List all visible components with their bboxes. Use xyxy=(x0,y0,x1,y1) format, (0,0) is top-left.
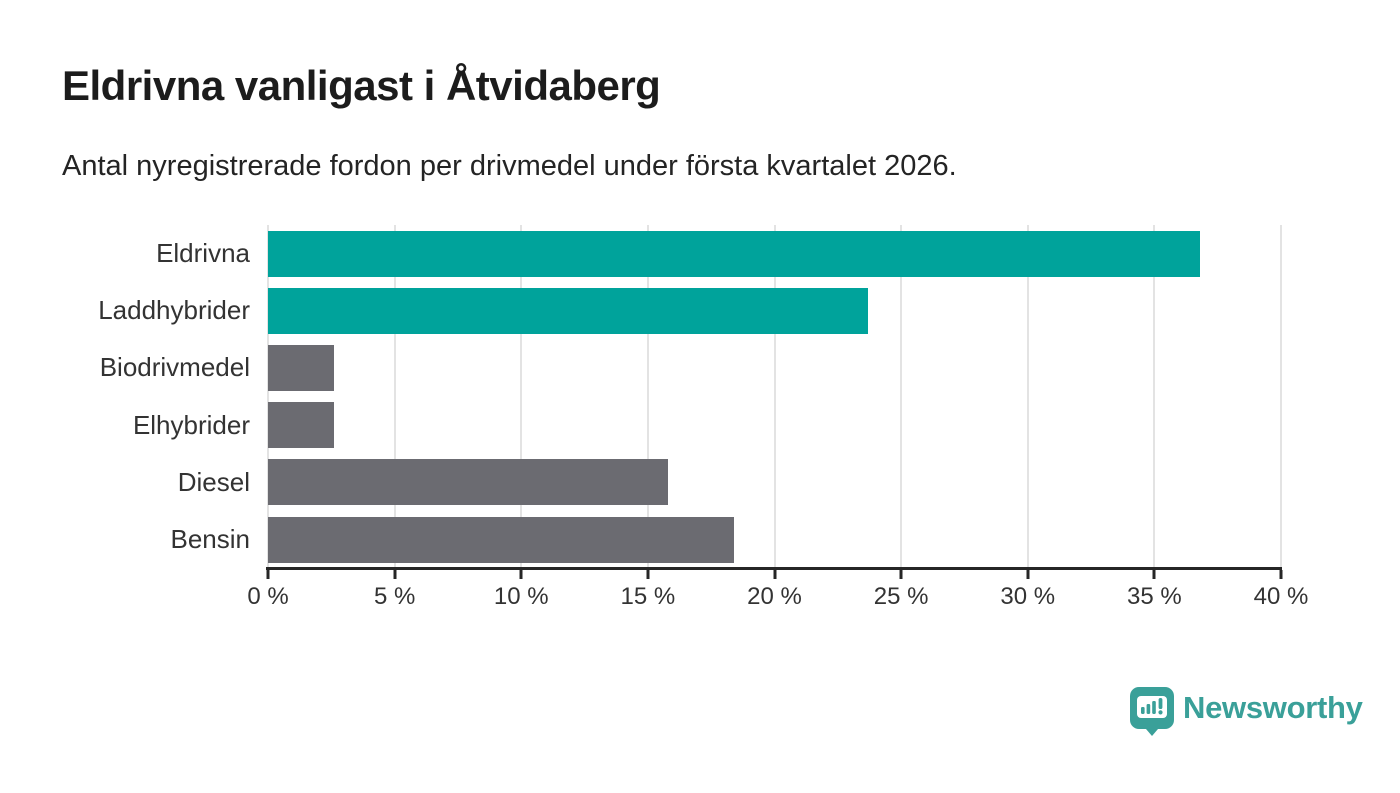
bar-diesel xyxy=(268,459,669,506)
bar-row xyxy=(268,282,1281,339)
category-label: Diesel xyxy=(177,466,250,497)
plot-area xyxy=(267,225,1282,568)
bar-chart: Eldrivna Laddhybrider Biodrivmedel Elhybrid… xyxy=(0,225,1400,625)
category-labels: Eldrivna Laddhybrider Biodrivmedel Elhybrid… xyxy=(0,225,250,568)
branding-footer: Newsworthy xyxy=(1130,686,1363,736)
x-axis-tick xyxy=(393,570,397,579)
x-axis-tick-label: 15 % xyxy=(620,583,676,610)
bar-eldrivna xyxy=(268,230,1200,277)
bar-row xyxy=(268,225,1281,282)
x-axis-tick-label: 10 % xyxy=(493,583,549,610)
bar-bensin xyxy=(268,516,734,563)
x-axis-tick xyxy=(646,570,650,579)
newsworthy-bubble-chart-icon xyxy=(1130,686,1174,736)
category-label: Biodrivmedel xyxy=(99,352,250,383)
gridline xyxy=(1153,225,1156,568)
x-axis-tick-label: 35 % xyxy=(1127,583,1182,610)
category-label: Elhybrider xyxy=(132,409,250,440)
gridline xyxy=(646,225,649,568)
gridline xyxy=(267,225,269,568)
gridline xyxy=(773,225,776,568)
logo-text: Newsworthy xyxy=(1183,690,1363,725)
category-label: Laddhybrider xyxy=(98,295,250,326)
bar-elhybrider xyxy=(268,402,334,449)
chart-subtitle: Antal nyregistrerade fordon per drivmede… xyxy=(62,150,957,182)
x-axis-tick xyxy=(899,570,903,579)
x-axis-tick-label: 25 % xyxy=(873,583,929,610)
bar-biodrivmedel xyxy=(268,344,334,391)
category-label: Eldrivna xyxy=(156,238,250,268)
gridline xyxy=(1026,225,1029,568)
gridline xyxy=(1280,225,1282,568)
x-axis-tick-label: 20 % xyxy=(747,583,802,610)
x-axis-tick-label: 0 % xyxy=(247,583,289,610)
gridline xyxy=(900,225,903,568)
bar-row xyxy=(268,454,1281,511)
x-axis-line xyxy=(266,567,1282,570)
gridline xyxy=(520,225,523,568)
bar-row xyxy=(268,511,1281,568)
chart-title: Eldrivna vanligast i Åtvidaberg xyxy=(62,62,661,109)
x-axis-tick-label: 40 % xyxy=(1253,583,1309,610)
x-axis-tick-label: 30 % xyxy=(1000,583,1056,610)
x-axis-tick-label: 5 % xyxy=(373,583,416,610)
x-axis-tick xyxy=(1279,570,1283,579)
x-axis-tick xyxy=(519,570,523,579)
gridline xyxy=(393,225,396,568)
bar-row xyxy=(268,397,1281,454)
x-axis-tick xyxy=(1026,570,1030,579)
x-axis-tick xyxy=(266,570,270,579)
category-label: Bensin xyxy=(170,524,251,554)
bar-row xyxy=(268,339,1281,396)
x-axis-tick xyxy=(773,570,776,579)
bar-laddhybrider xyxy=(268,287,869,334)
x-axis-tick xyxy=(1152,570,1156,579)
